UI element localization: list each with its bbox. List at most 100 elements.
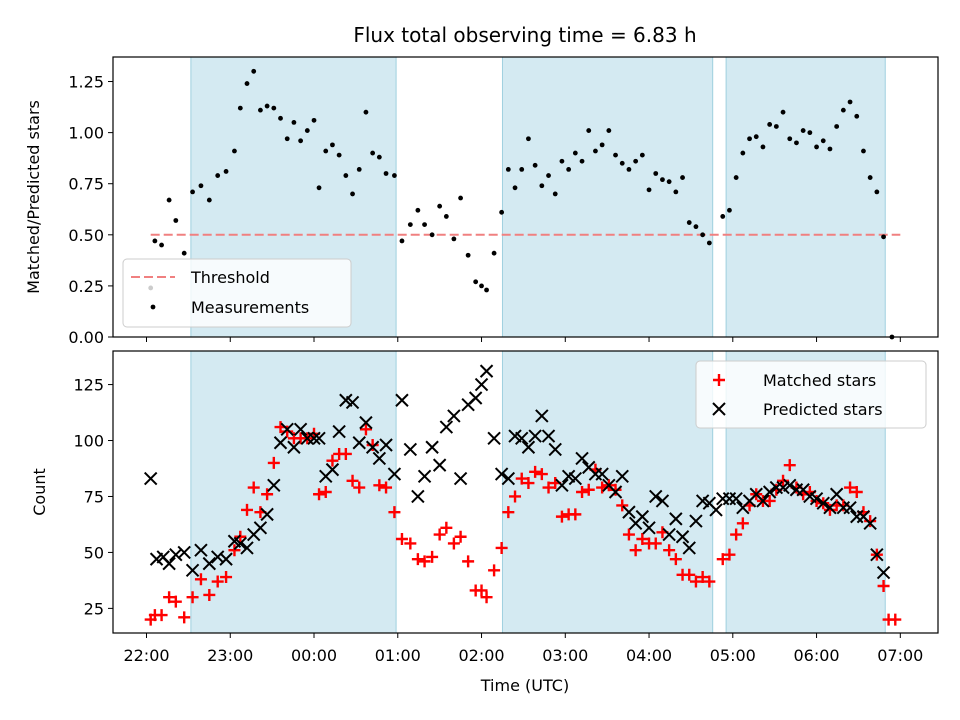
measurements-point xyxy=(422,222,427,227)
predicted-stars-point xyxy=(332,424,346,439)
predicted-stars-point xyxy=(608,485,623,499)
predicted-stars-point xyxy=(267,478,281,492)
matched-stars-point xyxy=(433,528,446,541)
measurements-point xyxy=(606,128,612,133)
measurements-point xyxy=(539,183,545,189)
measurements-point xyxy=(473,279,479,285)
measurements-point xyxy=(316,185,322,191)
matched-stars-point xyxy=(622,528,635,541)
top-observing-window-2 xyxy=(725,56,886,338)
measurements-point xyxy=(747,136,752,142)
matched-stars-point xyxy=(366,439,379,451)
measurements-point xyxy=(251,68,257,74)
matched-stars-point xyxy=(388,506,401,519)
predicted-stars-point xyxy=(655,494,670,508)
matched-stars-point xyxy=(462,555,475,568)
measurements-point xyxy=(159,242,164,248)
x-tick-label: 04:00 xyxy=(626,646,672,665)
measurements-point xyxy=(639,152,645,158)
measurements-point xyxy=(181,250,187,256)
predicted-stars-point xyxy=(395,393,409,407)
bottom-y-axis-label: Count xyxy=(30,468,49,516)
predicted-stars-point xyxy=(535,409,549,423)
measurements-point xyxy=(166,197,172,203)
predicted-stars-point xyxy=(432,458,447,472)
measurements-point xyxy=(271,105,277,111)
x-tick-label: 23:00 xyxy=(207,646,253,665)
predicted-stars-point xyxy=(642,521,656,535)
measurements-point xyxy=(773,124,779,129)
measurements-point xyxy=(753,134,759,140)
predicted-stars-point xyxy=(287,440,301,454)
matched-stars-point xyxy=(404,537,417,550)
predicted-stars-point xyxy=(425,440,439,454)
matched-stars-point xyxy=(629,544,642,557)
predicted-stars-point xyxy=(447,409,461,423)
measurements-point xyxy=(613,152,618,158)
measurements-point xyxy=(559,158,565,164)
measurements-point xyxy=(733,175,739,180)
predicted-stars-point xyxy=(372,451,387,466)
measurements-point xyxy=(861,148,866,154)
matched-stars-point xyxy=(502,506,515,519)
top-y-tick-label: 0.00 xyxy=(68,328,104,347)
matched-stars-point xyxy=(440,521,453,534)
top-legend: Threshold Measurements xyxy=(122,258,352,328)
predicted-stars-point xyxy=(863,516,877,531)
measurements-point xyxy=(760,144,766,150)
x-tick-label: 03:00 xyxy=(542,646,588,665)
predicted-stars-point xyxy=(345,395,360,410)
measurements-point xyxy=(820,138,826,144)
matched-stars-point xyxy=(480,591,493,604)
measurements-point xyxy=(727,207,732,213)
chart-title: Flux total observing time = 6.83 h xyxy=(353,23,696,47)
measurements-point xyxy=(626,167,632,172)
x-tick-label: 06:00 xyxy=(793,646,839,665)
predicted-stars-point xyxy=(876,565,891,580)
legend-predicted-swatch xyxy=(712,402,726,416)
measurements-point xyxy=(190,189,195,195)
top-observing-window-1 xyxy=(501,56,714,338)
x-tick-label: 00:00 xyxy=(291,646,337,665)
predicted-stars-point xyxy=(709,503,723,517)
predicted-stars-point xyxy=(365,440,380,454)
matched-stars-point xyxy=(261,488,274,501)
measurements-point xyxy=(258,107,263,113)
measurements-point xyxy=(152,238,158,244)
measurements-point xyxy=(840,107,846,113)
measurements-point xyxy=(579,158,585,164)
measurements-point xyxy=(399,238,405,244)
matched-stars-point xyxy=(609,483,622,496)
predicted-stars-point xyxy=(662,527,676,542)
predicted-stars-point xyxy=(649,489,663,504)
matched-stars-point xyxy=(515,472,528,485)
measurements-point xyxy=(673,189,679,195)
measurements-point xyxy=(304,128,310,133)
matched-stars-point xyxy=(326,454,339,467)
measurements-point xyxy=(720,214,726,219)
matched-stars-point xyxy=(313,488,326,501)
matched-stars-point xyxy=(736,517,749,530)
matched-stars-point xyxy=(763,494,776,507)
measurements-point xyxy=(633,158,639,164)
predicted-stars-point xyxy=(162,556,176,571)
measurements-point xyxy=(532,162,538,168)
measurements-point xyxy=(499,209,505,215)
measurements-point xyxy=(505,167,511,172)
predicted-stars-point xyxy=(417,469,432,484)
predicted-stars-point xyxy=(669,512,683,526)
measurements-point xyxy=(619,160,625,166)
matched-stars-point xyxy=(636,533,649,545)
measurements-point xyxy=(198,183,204,189)
matched-stars-point xyxy=(616,499,629,512)
matched-stars-point xyxy=(220,571,233,584)
matched-stars-point xyxy=(889,613,902,626)
measurements-point xyxy=(526,136,531,142)
matched-stars-point xyxy=(696,571,709,584)
measurements-point xyxy=(323,148,329,154)
bot-observing-window-1 xyxy=(501,350,714,634)
matched-stars-point xyxy=(582,483,595,496)
legend-matched-swatch xyxy=(713,374,725,386)
predicted-stars-point xyxy=(169,547,183,562)
